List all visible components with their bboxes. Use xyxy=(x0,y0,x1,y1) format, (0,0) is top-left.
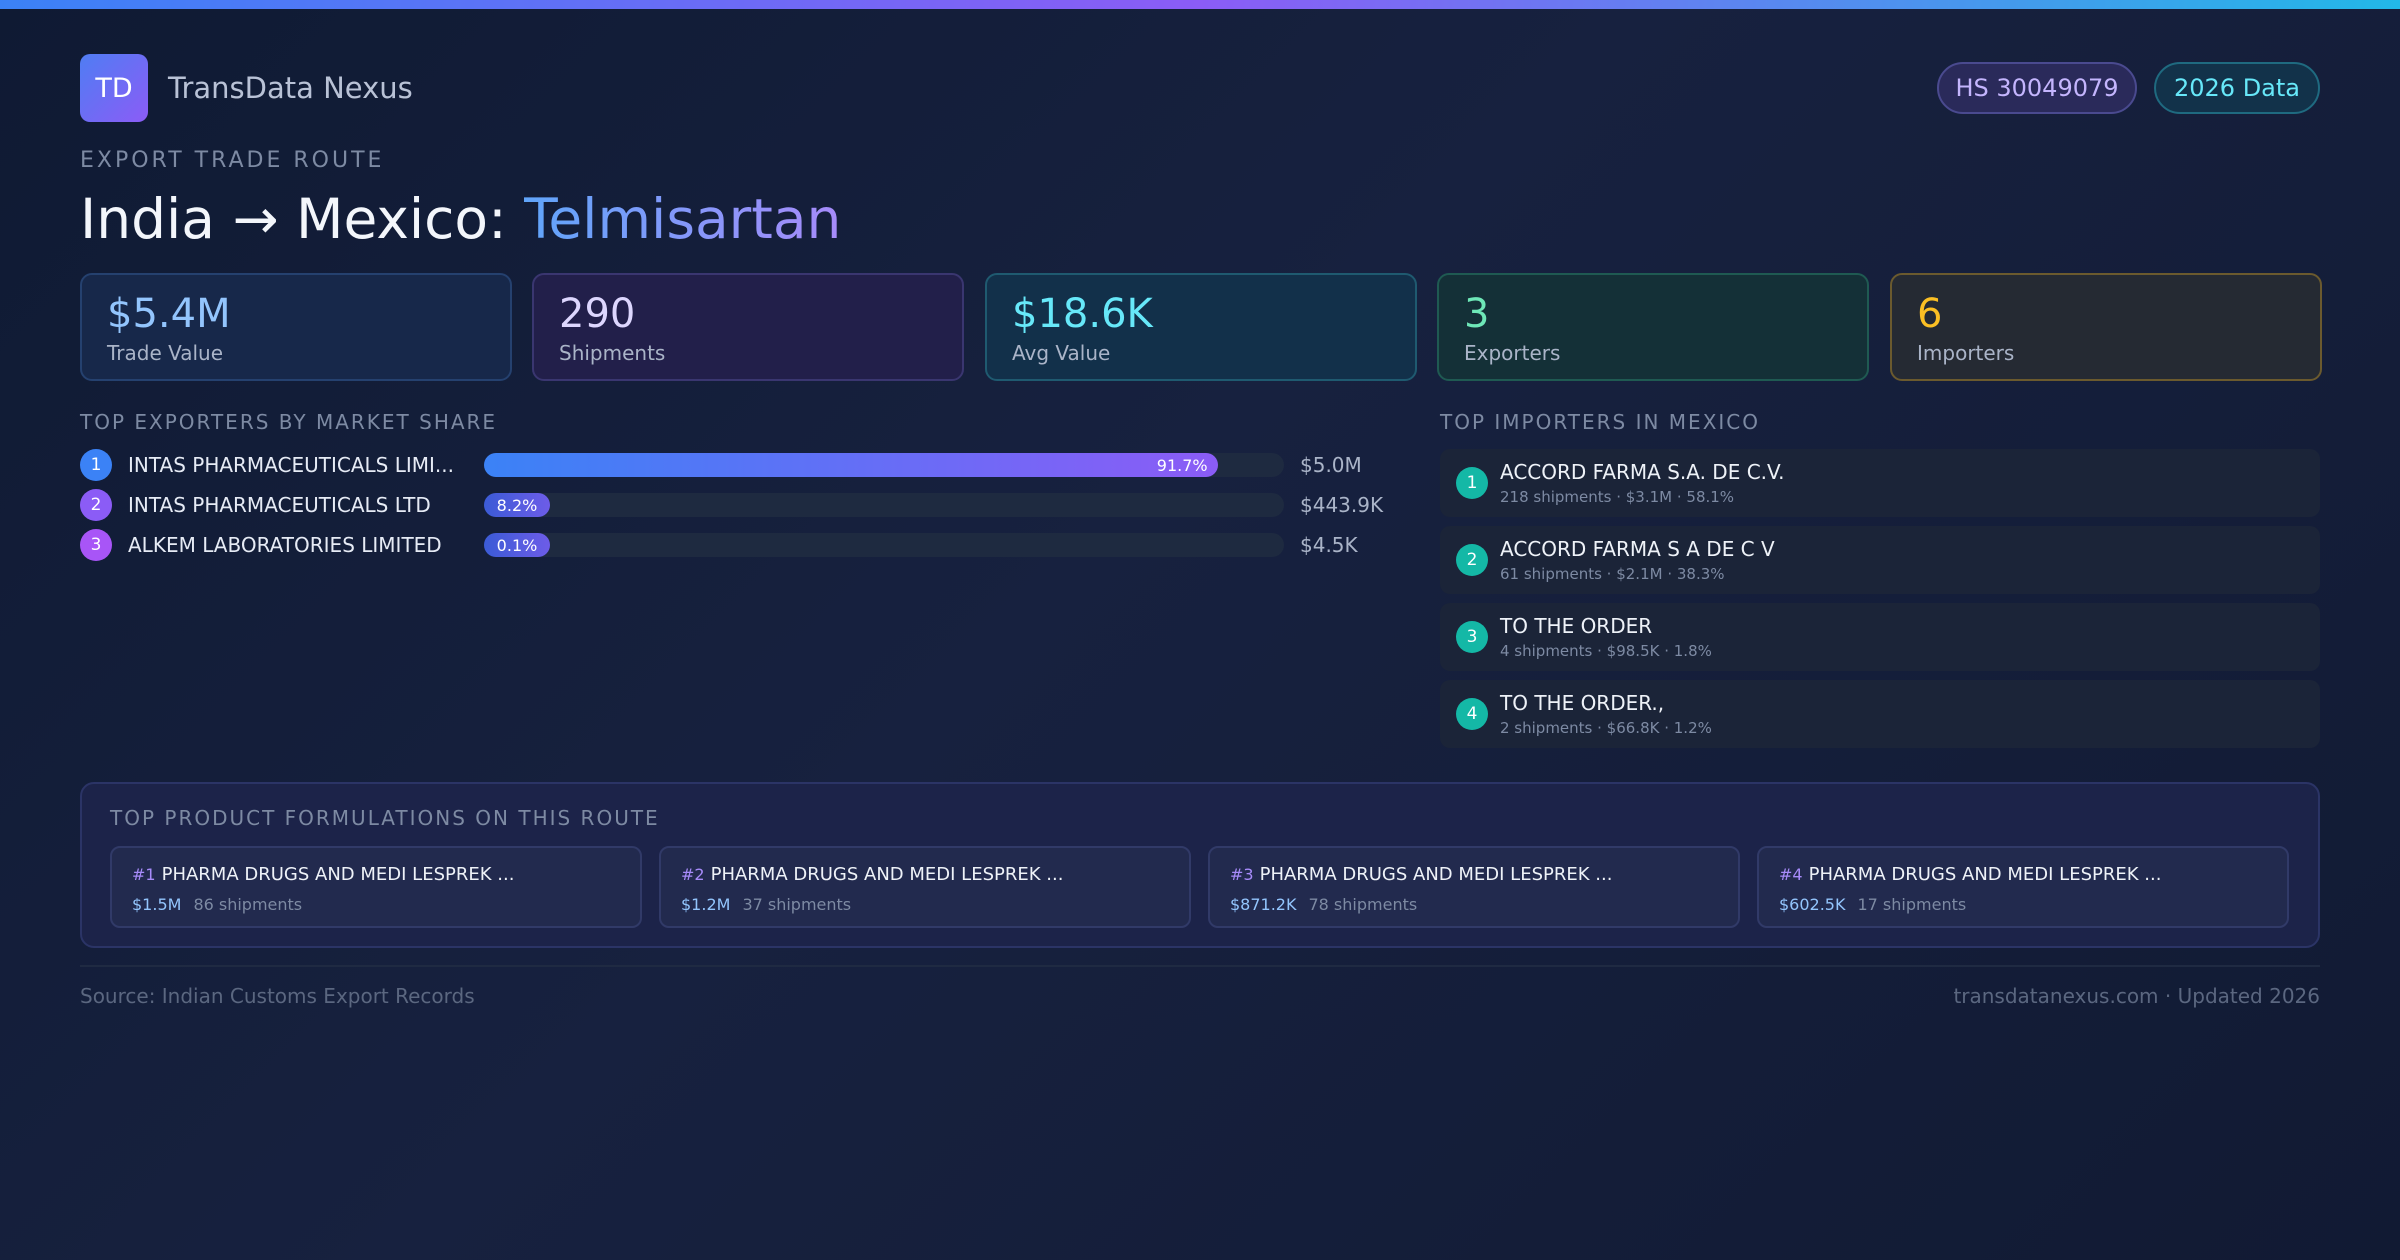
formulation-value: $1.2M xyxy=(681,895,731,914)
footer-divider xyxy=(80,965,2320,967)
formulation-name: PHARMA DRUGS AND MEDI LESPREK ... xyxy=(161,864,515,885)
rank-badge: 1 xyxy=(1456,467,1488,499)
exporter-value: $443.9K xyxy=(1300,493,1384,517)
formulation-title: #2 PHARMA DRUGS AND MEDI LESPREK ... xyxy=(681,862,1063,888)
formulation-title: #1 PHARMA DRUGS AND MEDI LESPREK ... xyxy=(132,862,514,888)
page: TD TransData Nexus HS 30049079 2026 Data… xyxy=(80,0,2322,1260)
exporters-heading: TOP EXPORTERS BY MARKET SHARE xyxy=(80,410,498,434)
formulations-panel: TOP PRODUCT FORMULATIONS ON THIS ROUTE #… xyxy=(80,782,2320,948)
page-title: India → Mexico: Telmisartan xyxy=(80,186,841,252)
stat-value: 6 xyxy=(1917,291,1943,337)
stat-label: Shipments xyxy=(559,341,666,365)
formulation-title: #4 PHARMA DRUGS AND MEDI LESPREK ... xyxy=(1779,862,2161,888)
importer-detail: 4 shipments · $98.5K · 1.8% xyxy=(1500,642,1712,660)
exporter-row[interactable]: 1 INTAS PHARMACEUTICALS LIMI... 91.7% $5… xyxy=(80,449,1420,481)
exporter-name: INTAS PHARMACEUTICALS LIMI... xyxy=(128,453,454,477)
share-bar-fill: 0.1% xyxy=(484,533,550,557)
importer-name: TO THE ORDER., xyxy=(1500,691,1665,715)
stat-card-exporters: 3 Exporters xyxy=(1437,273,1869,381)
share-percent: 8.2% xyxy=(496,495,538,515)
formulation-card[interactable]: #3 PHARMA DRUGS AND MEDI LESPREK ... $871… xyxy=(1208,846,1740,928)
stat-value: $18.6K xyxy=(1012,291,1153,337)
formulation-shipments: 86 shipments xyxy=(193,895,303,914)
formulation-title: #3 PHARMA DRUGS AND MEDI LESPREK ... xyxy=(1230,862,1612,888)
exporter-row[interactable]: 3 ALKEM LABORATORIES LIMITED 0.1% $4.5K xyxy=(80,529,1420,561)
formulation-value: $1.5M xyxy=(132,895,182,914)
rank-badge: 4 xyxy=(1456,698,1488,730)
importer-card[interactable]: 2 ACCORD FARMA S A DE C V 61 shipments ·… xyxy=(1440,526,2320,594)
exporter-row[interactable]: 2 INTAS PHARMACEUTICALS LTD 8.2% $443.9K xyxy=(80,489,1420,521)
stat-value: 290 xyxy=(559,291,636,337)
stat-value: $5.4M xyxy=(107,291,231,337)
stat-card-trade-value: $5.4M Trade Value xyxy=(80,273,512,381)
rank-badge: 3 xyxy=(1456,621,1488,653)
stat-label: Exporters xyxy=(1464,341,1561,365)
exporter-name: ALKEM LABORATORIES LIMITED xyxy=(128,533,442,557)
route-product: Telmisartan xyxy=(524,187,842,251)
importer-card[interactable]: 3 TO THE ORDER 4 shipments · $98.5K · 1.… xyxy=(1440,603,2320,671)
importer-name: ACCORD FARMA S.A. DE C.V. xyxy=(1500,460,1785,484)
formulation-shipments: 17 shipments xyxy=(1857,895,1967,914)
importer-detail: 218 shipments · $3.1M · 58.1% xyxy=(1500,488,1735,506)
formulation-value: $871.2K xyxy=(1230,895,1297,914)
stat-label: Importers xyxy=(1917,341,2015,365)
stat-card-importers: 6 Importers xyxy=(1890,273,2322,381)
formulation-stats: $871.2K 78 shipments xyxy=(1230,894,1417,916)
formulation-card[interactable]: #1 PHARMA DRUGS AND MEDI LESPREK ... $1.5… xyxy=(110,846,642,928)
share-percent: 0.1% xyxy=(496,535,538,555)
brand-logo[interactable]: TD xyxy=(80,54,148,122)
importer-name: ACCORD FARMA S A DE C V xyxy=(1500,537,1775,561)
formulation-card[interactable]: #2 PHARMA DRUGS AND MEDI LESPREK ... $1.2… xyxy=(659,846,1191,928)
formulation-rank: #4 xyxy=(1779,865,1803,884)
importer-name: TO THE ORDER xyxy=(1500,614,1653,638)
formulation-shipments: 37 shipments xyxy=(742,895,852,914)
stat-label: Avg Value xyxy=(1012,341,1111,365)
footer-site-link[interactable]: transdatanexus.com · Updated 2026 xyxy=(1953,984,2320,1008)
share-bar-fill: 91.7% xyxy=(484,453,1218,477)
stat-value: 3 xyxy=(1464,291,1490,337)
route-title-prefix: India → Mexico: xyxy=(80,187,507,251)
importer-card[interactable]: 1 ACCORD FARMA S.A. DE C.V. 218 shipment… xyxy=(1440,449,2320,517)
exporter-name: INTAS PHARMACEUTICALS LTD xyxy=(128,493,431,517)
formulation-stats: $602.5K 17 shipments xyxy=(1779,894,1966,916)
share-percent: 91.7% xyxy=(1156,455,1208,475)
rank-badge: 1 xyxy=(80,449,112,481)
hs-code-badge: HS 30049079 xyxy=(1937,62,2137,114)
formulation-name: PHARMA DRUGS AND MEDI LESPREK ... xyxy=(1259,864,1613,885)
rank-badge: 2 xyxy=(80,489,112,521)
stat-label: Trade Value xyxy=(107,341,224,365)
formulation-rank: #3 xyxy=(1230,865,1254,884)
importer-detail: 2 shipments · $66.8K · 1.2% xyxy=(1500,719,1712,737)
exporter-value: $5.0M xyxy=(1300,453,1362,477)
rank-badge: 3 xyxy=(80,529,112,561)
share-bar-track: 0.1% xyxy=(484,533,1284,557)
importer-detail: 61 shipments · $2.1M · 38.3% xyxy=(1500,565,1725,583)
route-eyebrow: EXPORT TRADE ROUTE xyxy=(80,148,385,173)
exporter-value: $4.5K xyxy=(1300,533,1358,557)
formulations-heading: TOP PRODUCT FORMULATIONS ON THIS ROUTE xyxy=(110,806,660,830)
formulation-shipments: 78 shipments xyxy=(1308,895,1418,914)
formulation-stats: $1.2M 37 shipments xyxy=(681,894,851,916)
rank-badge: 2 xyxy=(1456,544,1488,576)
formulation-rank: #1 xyxy=(132,865,156,884)
formulation-card[interactable]: #4 PHARMA DRUGS AND MEDI LESPREK ... $602… xyxy=(1757,846,2289,928)
formulation-value: $602.5K xyxy=(1779,895,1846,914)
share-bar-track: 8.2% xyxy=(484,493,1284,517)
top-accent-bar xyxy=(0,0,2400,9)
stat-card-avg-value: $18.6K Avg Value xyxy=(985,273,1417,381)
footer-source: Source: Indian Customs Export Records xyxy=(80,984,475,1008)
brand-name[interactable]: TransData Nexus xyxy=(168,71,413,105)
formulation-stats: $1.5M 86 shipments xyxy=(132,894,302,916)
share-bar-track: 91.7% xyxy=(484,453,1284,477)
formulation-rank: #2 xyxy=(681,865,705,884)
stat-card-shipments: 290 Shipments xyxy=(532,273,964,381)
formulation-name: PHARMA DRUGS AND MEDI LESPREK ... xyxy=(1808,864,2162,885)
formulation-name: PHARMA DRUGS AND MEDI LESPREK ... xyxy=(710,864,1064,885)
importers-heading: TOP IMPORTERS IN MEXICO xyxy=(1440,410,1760,434)
header: TD TransData Nexus HS 30049079 2026 Data xyxy=(80,54,2320,122)
share-bar-fill: 8.2% xyxy=(484,493,550,517)
importer-card[interactable]: 4 TO THE ORDER., 2 shipments · $66.8K · … xyxy=(1440,680,2320,748)
data-year-badge: 2026 Data xyxy=(2154,62,2320,114)
